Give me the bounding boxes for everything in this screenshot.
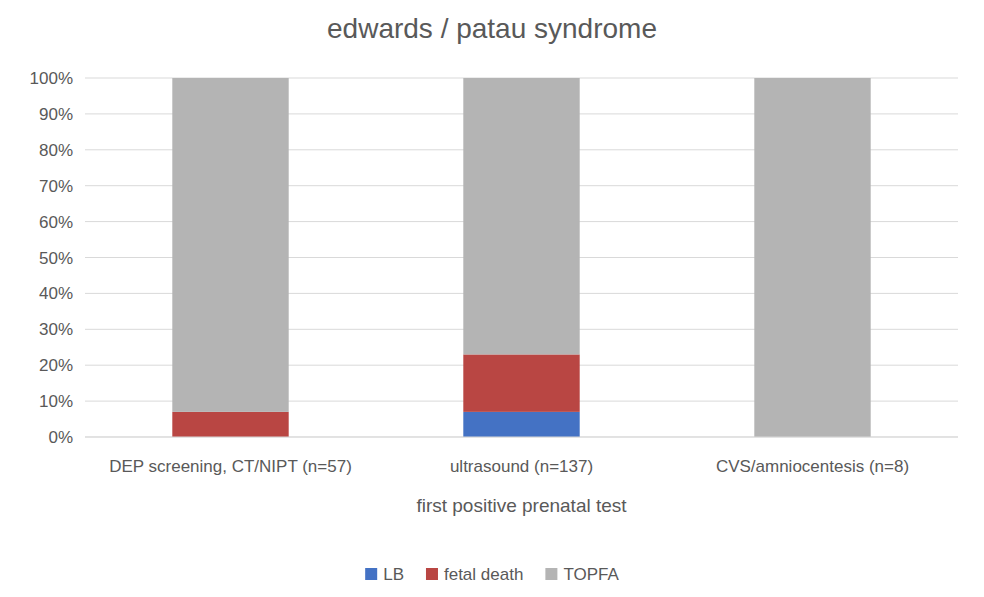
grid-line (85, 437, 958, 438)
legend-swatch (545, 568, 557, 580)
legend-label: TOPFA (563, 565, 619, 584)
y-tick-label: 80% (39, 141, 73, 160)
bar-segment (172, 412, 288, 437)
y-tick-label: 40% (39, 284, 73, 303)
y-tick-label: 10% (39, 392, 73, 411)
x-tick-label: ultrasound (n=137) (450, 457, 593, 476)
y-tick-label: 0% (48, 428, 73, 447)
legend-label: fetal death (444, 565, 523, 584)
y-tick-label: 60% (39, 213, 73, 232)
bar-segment (463, 412, 579, 437)
y-tick-label: 100% (30, 69, 73, 88)
y-tick-label: 20% (39, 356, 73, 375)
x-tick-label: CVS/amniocentesis (n=8) (716, 457, 909, 476)
x-axis (85, 437, 958, 438)
x-tick-label: DEP screening, CT/NIPT (n=57) (109, 457, 352, 476)
background (0, 0, 984, 597)
legend-label: LB (383, 565, 404, 584)
legend-swatch (426, 568, 438, 580)
x-axis-title: first positive prenatal test (416, 495, 627, 516)
legend: LB fetal death TOPFA (365, 565, 619, 584)
legend-swatch (365, 568, 377, 580)
bar-segment (463, 78, 579, 354)
y-tick-label: 50% (39, 249, 73, 268)
bar-segment (172, 78, 288, 412)
y-tick-label: 90% (39, 105, 73, 124)
chart: edwards / patau syndrome 0% 10% 20% 30% 40% 50… (0, 0, 984, 597)
bar-segment (754, 78, 870, 437)
title: edwards / patau syndrome (327, 13, 657, 44)
y-tick-label: 70% (39, 177, 73, 196)
bar-segment (463, 354, 579, 411)
y-tick-label: 30% (39, 320, 73, 339)
